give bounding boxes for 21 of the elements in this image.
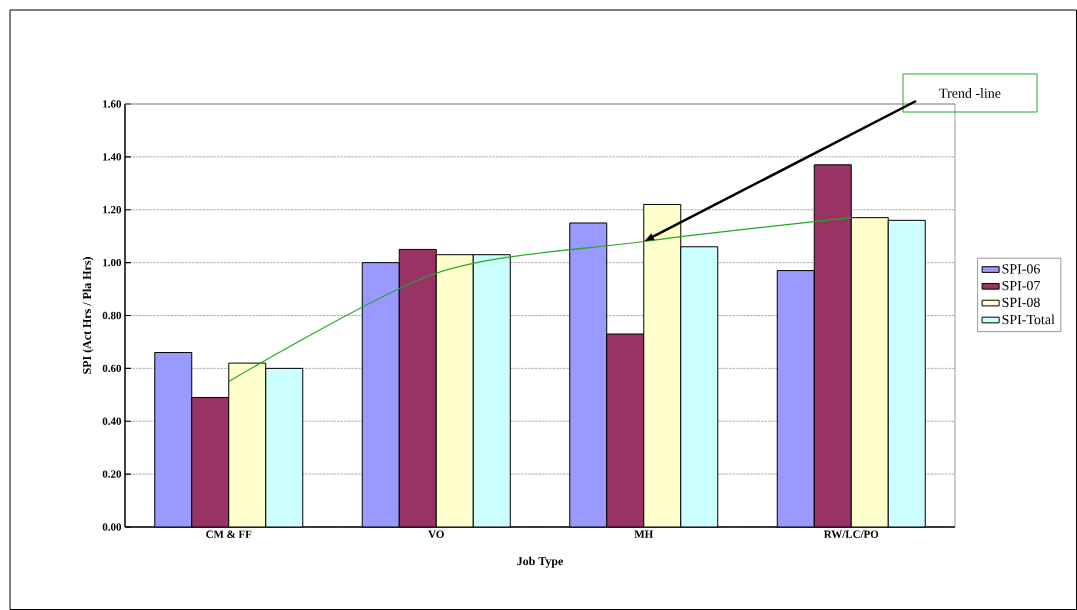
- y-tick-label: 1.00: [103, 258, 122, 267]
- y-tick-label: 0.60: [102, 364, 122, 373]
- x-tick-label: RW/LC/PO: [823, 530, 879, 538]
- line-series: [228, 217, 852, 383]
- text: Trend -line: [939, 88, 1001, 98]
- legend-label: SPI-06: [1002, 264, 1040, 274]
- legend-label: SPI-Total: [1002, 314, 1055, 325]
- x-tick-label: VO: [428, 530, 444, 538]
- y-tick-label: 0.40: [102, 417, 122, 425]
- y-tick-label: 1.20: [103, 206, 122, 214]
- y-axis-title: SPI (Act Hrs / Pla Hrs): [82, 257, 94, 374]
- y-tick-label: 0.20: [102, 470, 122, 478]
- y-tick-label: 1.40: [103, 153, 122, 161]
- y-tick-label: 1.60: [103, 100, 122, 108]
- y-tick-label: 0.00: [102, 523, 122, 531]
- legend-label: SPI-08: [1002, 297, 1040, 308]
- x-tick-label: MH: [634, 530, 654, 538]
- y-tick-label: 0.80: [102, 311, 122, 320]
- legend-label: SPI-07: [1002, 280, 1040, 291]
- x-tick-label: CM & FF: [206, 530, 252, 538]
- x-axis-title: Job Type: [517, 556, 563, 568]
